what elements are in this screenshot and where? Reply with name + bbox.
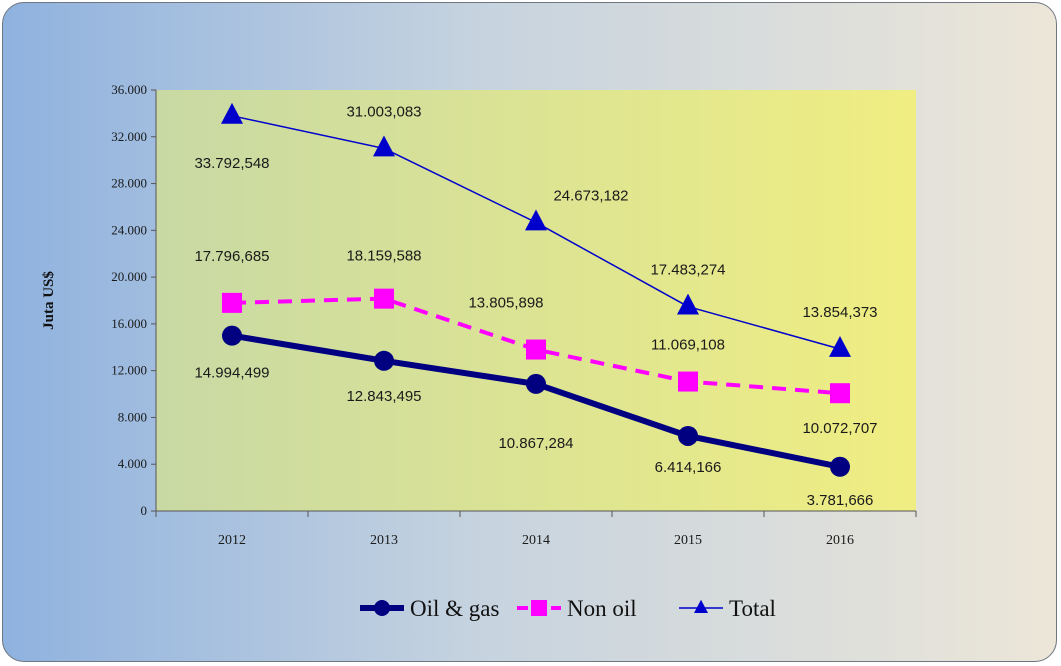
y-tick-label: 32.000 — [111, 129, 147, 144]
line-chart: 0 4.000 8.000 12.000 16.000 20.000 24.000 28.00… — [41, 82, 917, 621]
y-tick-label: 20.000 — [111, 269, 147, 284]
data-point-square — [526, 339, 546, 360]
y-tick-label: 16.000 — [111, 316, 147, 331]
data-label: 13.854,373 — [802, 304, 877, 321]
data-label: 11.069,108 — [651, 337, 725, 354]
x-tick-label: 2016 — [826, 533, 854, 548]
y-ticks: 0 4.000 8.000 12.000 16.000 20.000 24.000 28.00… — [111, 82, 156, 518]
y-tick-label: 28.000 — [111, 176, 147, 191]
data-label: 17.483,274 — [650, 262, 725, 279]
data-label: 24.673,182 — [553, 187, 628, 204]
data-label: 33.792,548 — [194, 155, 269, 172]
data-point-square — [222, 292, 242, 313]
y-tick-label: 24.000 — [111, 222, 147, 237]
legend-label: Total — [729, 596, 776, 621]
data-point-square — [830, 383, 850, 404]
x-tick-label: 2015 — [674, 533, 702, 548]
data-point-circle — [678, 425, 698, 446]
data-label: 17.796,685 — [194, 248, 269, 265]
data-point-square — [374, 288, 394, 309]
data-point-circle — [526, 373, 546, 394]
x-tick-label: 2013 — [370, 533, 398, 548]
y-tick-label: 12.000 — [111, 363, 147, 378]
data-point-triangle — [221, 102, 243, 124]
data-label: 6.414,166 — [655, 459, 722, 476]
data-point-circle — [374, 600, 390, 616]
data-label: 13.805,898 — [468, 295, 543, 312]
x-tick-label: 2014 — [522, 533, 550, 548]
data-point-circle — [222, 325, 242, 346]
data-label: 10.072,707 — [802, 420, 877, 437]
data-point-square — [678, 371, 698, 392]
data-label: 10.867,284 — [498, 435, 573, 452]
legend-label: Non oil — [567, 596, 637, 621]
data-point-triangle — [694, 599, 708, 614]
data-label: 12.843,495 — [346, 388, 421, 405]
y-tick-label: 36.000 — [111, 82, 147, 97]
data-label: 31.003,083 — [346, 103, 421, 120]
x-tick-label: 2012 — [218, 533, 246, 548]
data-point-square — [531, 600, 547, 616]
data-point-circle — [830, 456, 850, 477]
data-point-triangle — [677, 293, 699, 315]
y-tick-label: 8.000 — [118, 409, 147, 424]
legend: Oil & gas Non oil Total — [360, 596, 776, 621]
data-label: 14.994,499 — [194, 365, 269, 382]
y-tick-label: 4.000 — [118, 456, 147, 471]
data-label: 18.159,588 — [346, 248, 421, 265]
data-point-circle — [374, 350, 394, 371]
x-ticks: 2012 2013 2014 2015 2016 — [155, 511, 917, 548]
y-axis-title: Juta US$ — [41, 271, 57, 330]
data-label: 3.781,666 — [807, 492, 874, 509]
legend-label: Oil & gas — [410, 596, 499, 621]
data-labels: 14.994,499 12.843,495 10.867,284 6.414,166 3… — [194, 103, 877, 508]
data-point-triangle — [373, 135, 395, 157]
y-tick-label: 0 — [141, 503, 148, 518]
series-markers — [221, 102, 851, 477]
data-point-triangle — [829, 336, 851, 357]
data-point-triangle — [525, 209, 547, 231]
